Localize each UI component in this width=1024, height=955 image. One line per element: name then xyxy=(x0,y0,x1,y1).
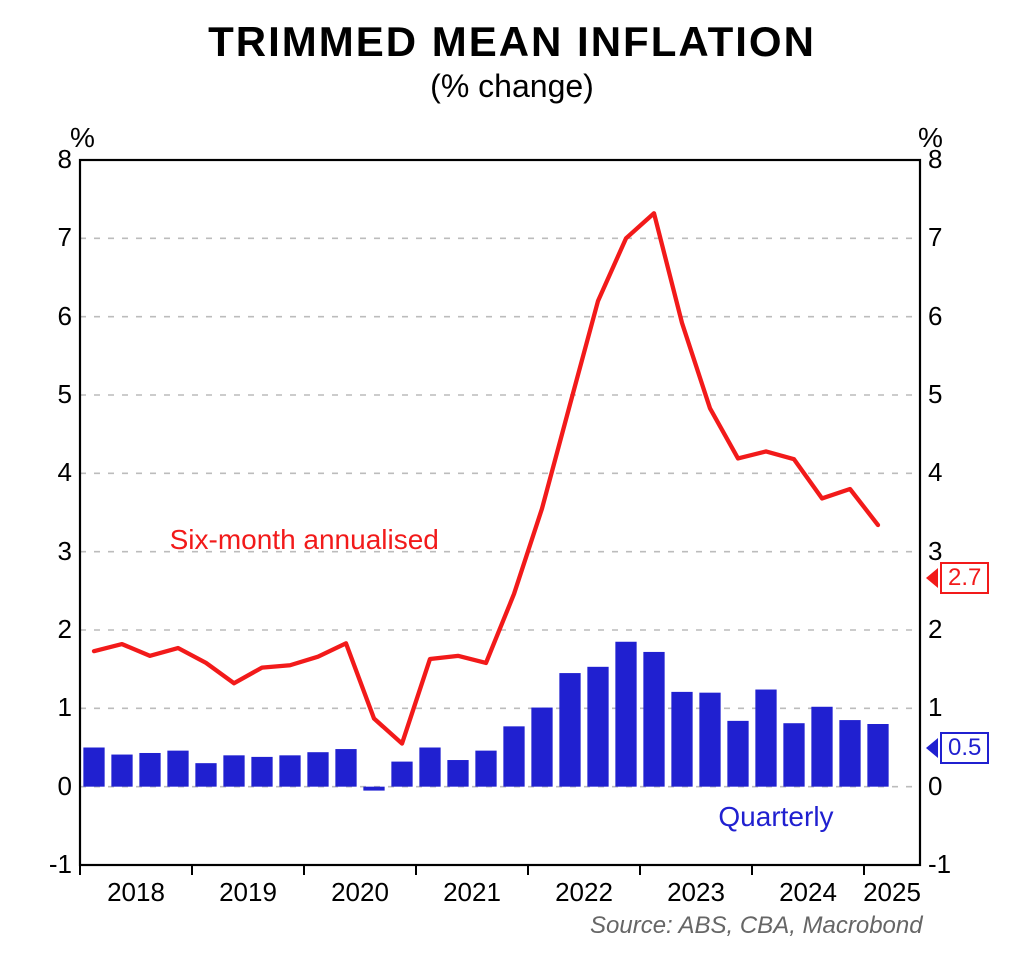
chart-container: TRIMMED MEAN INFLATION (% change) % % -1… xyxy=(0,0,1024,955)
x-tick: 2025 xyxy=(863,877,921,908)
x-tick: 2021 xyxy=(443,877,501,908)
callout-line-value: 2.7 xyxy=(940,562,989,594)
callout-line: 2.7 xyxy=(926,562,989,594)
y-tick-right: 7 xyxy=(928,222,968,253)
y-tick-left: -1 xyxy=(32,849,72,880)
x-tick: 2023 xyxy=(667,877,725,908)
chart-svg xyxy=(0,0,1024,955)
y-tick-left: 1 xyxy=(32,692,72,723)
callout-bar: 0.5 xyxy=(926,732,989,764)
y-tick-left: 7 xyxy=(32,222,72,253)
callout-arrow-icon xyxy=(926,568,938,588)
line-series-label: Six-month annualised xyxy=(170,524,439,556)
y-tick-left: 4 xyxy=(32,457,72,488)
y-tick-left: 6 xyxy=(32,301,72,332)
y-tick-right: 2 xyxy=(928,614,968,645)
x-tick: 2022 xyxy=(555,877,613,908)
bar-series-label: Quarterly xyxy=(718,801,833,833)
y-tick-right: 8 xyxy=(928,144,968,175)
y-tick-left: 3 xyxy=(32,536,72,567)
y-tick-right: 4 xyxy=(928,457,968,488)
x-tick: 2019 xyxy=(219,877,277,908)
x-tick: 2024 xyxy=(779,877,837,908)
x-tick: 2018 xyxy=(107,877,165,908)
x-tick: 2020 xyxy=(331,877,389,908)
y-tick-right: 5 xyxy=(928,379,968,410)
y-tick-left: 2 xyxy=(32,614,72,645)
y-tick-left: 5 xyxy=(32,379,72,410)
y-tick-right: -1 xyxy=(928,849,968,880)
y-tick-left: 8 xyxy=(32,144,72,175)
y-tick-right: 6 xyxy=(928,301,968,332)
source-text: Source: ABS, CBA, Macrobond xyxy=(590,912,923,940)
y-tick-left: 0 xyxy=(32,771,72,802)
y-tick-right: 0 xyxy=(928,771,968,802)
y-tick-right: 1 xyxy=(928,692,968,723)
callout-arrow-icon xyxy=(926,738,938,758)
callout-bar-value: 0.5 xyxy=(940,732,989,764)
